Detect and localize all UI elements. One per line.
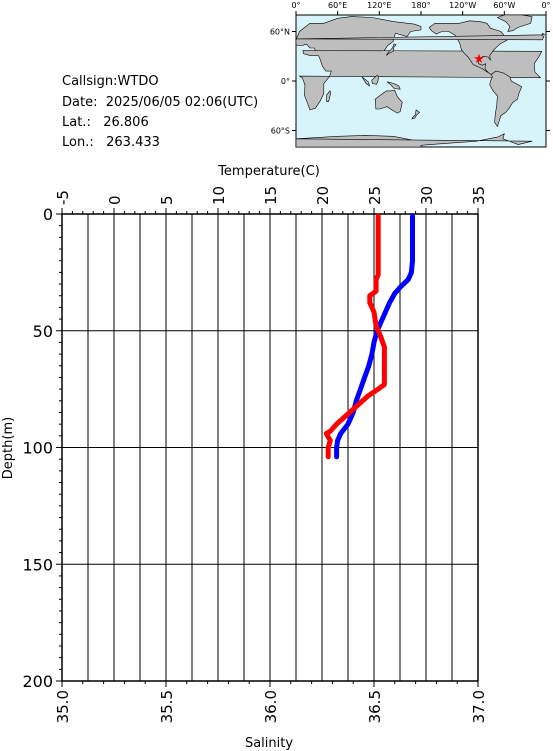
- lon-value: 263.433: [106, 135, 160, 150]
- temperature-tick-label: 25: [366, 186, 384, 205]
- map-lon-tick-label: 120°W: [449, 1, 476, 10]
- map-land-madagascar: [326, 90, 332, 102]
- depth-tick-label: 150: [22, 555, 53, 574]
- world-map: 0° 60°E 120°E 180° 120°W 60°W 0° 60°N 0° 60°S ★: [270, 1, 551, 148]
- map-lon-tick-label: 180°: [411, 1, 430, 10]
- map-lat-tick-label: 60°N: [270, 28, 290, 37]
- temperature-axis-label: Temperature(C): [217, 164, 320, 179]
- station-marker-star: ★: [473, 52, 485, 67]
- temperature-tick-label: 20: [314, 186, 332, 205]
- callsign-label: Callsign:: [62, 74, 118, 89]
- station-marker: ★: [473, 52, 485, 67]
- map-land-antarctica-east: [295, 133, 533, 148]
- lon-label: Lon.:: [62, 135, 94, 150]
- temperature-tick-label: 30: [418, 186, 436, 205]
- depth-axis-label: Depth(m): [1, 417, 16, 479]
- salinity-tick-label: 35.5: [158, 690, 176, 723]
- map-lon-tick-label: 0°: [541, 1, 550, 10]
- salinity-axis-label: Salinity: [245, 736, 293, 751]
- salinity-tick-label: 36.0: [262, 690, 280, 723]
- map-land-australia: [374, 89, 403, 114]
- depth-tick-label: 200: [22, 672, 53, 691]
- lat-label: Lat.:: [62, 115, 91, 130]
- map-land: [295, 14, 546, 148]
- map-land-borneo: [371, 74, 379, 85]
- map-land-new-guinea: [386, 81, 401, 90]
- map-lon-tick-label: 0°: [291, 1, 300, 10]
- temperature-tick-label: 10: [210, 186, 228, 205]
- salinity-profile-line: [323, 213, 387, 460]
- depth-tick-label: 100: [22, 439, 53, 458]
- lat-value: 26.806: [103, 115, 149, 130]
- map-land-japan: [386, 43, 397, 56]
- map-ticks: 0° 60°E 120°E 180° 120°W 60°W 0° 60°N 0° 60°S: [270, 1, 551, 136]
- map-lon-tick-label: 120°E: [367, 1, 391, 10]
- depth-tick-label: 50: [33, 322, 53, 341]
- map-land-south-america: [489, 70, 523, 128]
- map-lon-tick-label: 60°E: [328, 1, 347, 10]
- lon-line: Lon.: 263.433: [62, 135, 160, 150]
- map-lon-tick-label: 60°W: [493, 1, 515, 10]
- date-value: 2025/06/05 02:06(UTC): [105, 95, 259, 110]
- date-line: Date: 2025/06/05 02:06(UTC): [62, 95, 258, 110]
- temperature-tick-label: 15: [262, 186, 280, 205]
- salinity-tick-label: 35.0: [54, 690, 72, 723]
- map-lat-tick-label: 0°: [281, 77, 290, 86]
- temperature-profile-line: [334, 213, 415, 460]
- lat-line: Lat.: 26.806: [62, 115, 149, 130]
- map-lat-tick-label: 60°S: [271, 127, 290, 136]
- salinity-tick-label: 37.0: [470, 690, 488, 723]
- map-land-new-zealand: [411, 109, 421, 120]
- temperature-tick-label: 35: [470, 186, 488, 205]
- salinity-tick-label: 36.5: [366, 690, 384, 723]
- depth-tick-label: 0: [43, 205, 53, 224]
- date-label: Date:: [62, 95, 98, 110]
- chart-grid: [61, 213, 479, 682]
- callsign-value: WTDO: [117, 74, 159, 89]
- map-land-sumatra: [361, 76, 371, 87]
- map-land-greenland: [496, 14, 533, 32]
- chart-series: [323, 213, 415, 460]
- map-land-north-america: [428, 20, 509, 75]
- callsign-line: Callsign:WTDO: [62, 74, 159, 89]
- map-land-uk: [296, 32, 546, 41]
- temperature-tick-label: 0: [106, 195, 124, 205]
- temperature-tick-label: -5: [54, 190, 72, 205]
- temperature-tick-label: 5: [158, 195, 176, 205]
